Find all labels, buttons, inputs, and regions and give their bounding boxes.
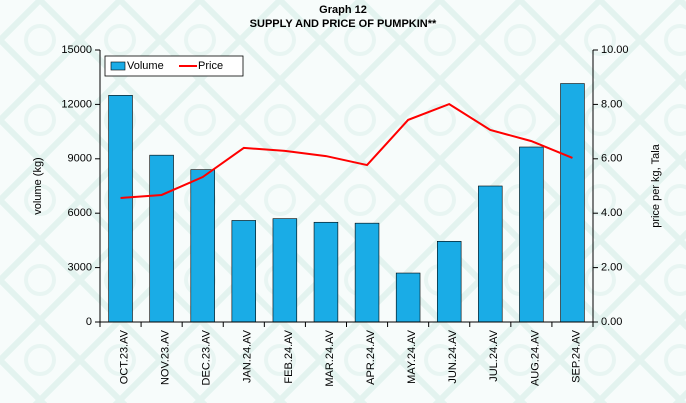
y-tick-label: 0 [86, 316, 92, 328]
x-tick-label: NOV.23.AV [160, 329, 172, 385]
x-tick-label: JUN.24.AV [447, 329, 459, 383]
y2-tick-label: 10.00 [601, 44, 629, 56]
price-line [120, 103, 573, 199]
bar [149, 154, 174, 323]
x-tick-label: SEP.24.AV [570, 329, 582, 382]
y-tick-label: 6000 [68, 207, 92, 219]
x-tick-label: DEC.23.AV [201, 329, 213, 385]
bar [190, 169, 215, 323]
x-tick-label: JAN.24.AV [242, 329, 254, 383]
bar [436, 241, 462, 323]
legend-box [104, 55, 244, 77]
chart-title: Graph 12 [319, 4, 367, 16]
x-tick-label: FEB.24.AV [283, 329, 295, 383]
x-tick-label: JUL.24.AV [488, 329, 500, 381]
bar [313, 221, 339, 323]
y2-axis-label: price per kg, Tala [650, 143, 662, 227]
y-tick-label: 12000 [61, 98, 92, 110]
bar [560, 83, 585, 323]
y2-tick-label: 8.00 [601, 98, 622, 110]
legend-label: Volume [127, 60, 164, 72]
bar [108, 95, 133, 323]
y-tick-label: 15000 [61, 44, 92, 56]
bar [478, 185, 503, 323]
y-tick-label: 9000 [68, 153, 92, 165]
bar [354, 222, 380, 323]
y2-tick-label: 0.00 [601, 316, 622, 328]
y2-tick-label: 4.00 [601, 207, 622, 219]
chart-subtitle: SUPPLY AND PRICE OF PUMPKIN** [250, 18, 437, 30]
legend-swatch [110, 61, 126, 71]
y2-tick-label: 2.00 [601, 262, 622, 274]
bar [272, 218, 298, 323]
bar [231, 220, 257, 323]
bar [395, 272, 421, 323]
x-tick-label: OCT.23.AV [118, 329, 130, 384]
legend-label: Price [198, 60, 223, 72]
x-tick-label: MAR.24.AV [324, 329, 336, 386]
x-tick-label: AUG.24.AV [529, 329, 541, 386]
y2-tick-label: 6.00 [601, 153, 622, 165]
y-tick-label: 3000 [68, 262, 92, 274]
bar [519, 146, 544, 323]
x-tick-label: APR.24.AV [365, 329, 377, 384]
x-tick-label: MAY.24.AV [406, 329, 418, 383]
y-axis-label: volume (kg) [32, 157, 44, 214]
